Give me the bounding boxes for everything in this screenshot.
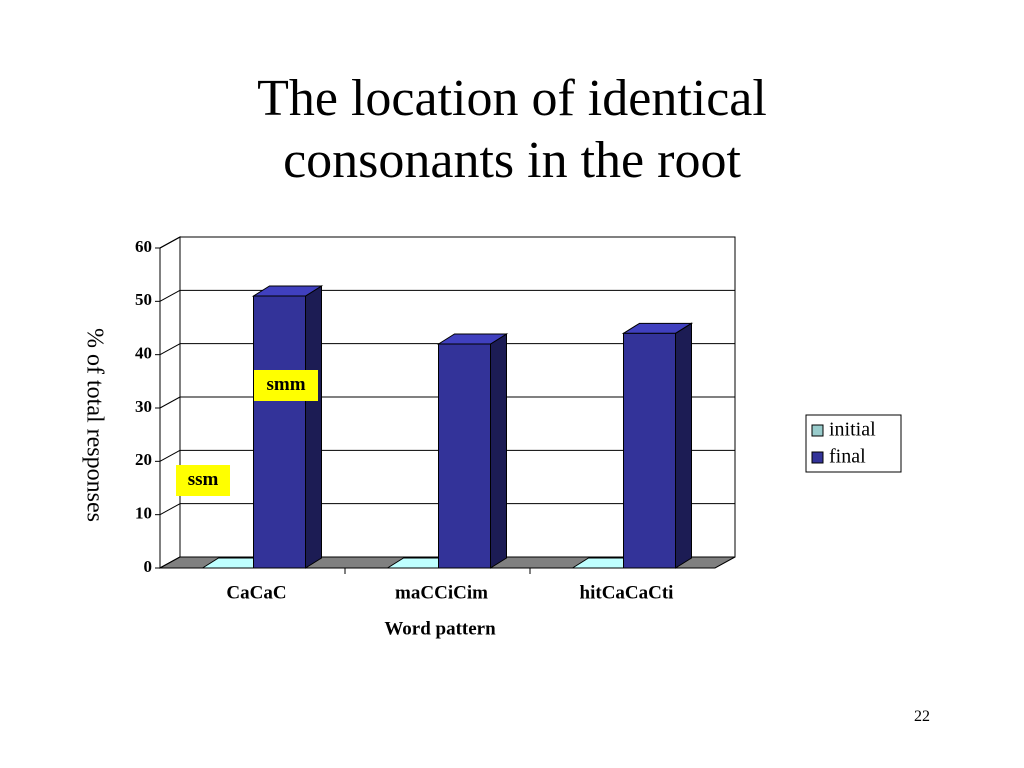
- legend-swatch: [811, 451, 824, 464]
- bar: [253, 295, 306, 569]
- x-axis-title: Word pattern: [384, 618, 496, 639]
- annotation: smm: [266, 374, 305, 395]
- x-tick-label: CaCaC: [226, 582, 286, 603]
- legend-swatch: [811, 424, 824, 437]
- page-number: 22: [914, 708, 930, 725]
- annotation: ssm: [188, 469, 219, 490]
- grid-line-side: [159, 503, 181, 516]
- bar-side: [490, 333, 507, 569]
- annotation-box: [254, 370, 318, 401]
- grid-line-side: [159, 343, 181, 356]
- legend-label: initial: [829, 419, 876, 441]
- y-axis-title: % of total responses: [81, 328, 107, 522]
- y-tick-label: 20: [135, 450, 152, 469]
- bar: [438, 343, 491, 569]
- grid-line-side: [159, 289, 181, 302]
- grid-line-side: [159, 236, 181, 249]
- bar-side: [305, 285, 322, 569]
- y-tick-label: 0: [144, 557, 153, 576]
- y-tick-label: 30: [135, 397, 152, 416]
- y-tick-label: 50: [135, 290, 152, 309]
- bar: [623, 332, 676, 569]
- y-tick-label: 60: [135, 237, 152, 256]
- legend-label: final: [829, 446, 866, 468]
- slide-title: The location of identical consonants in …: [257, 70, 767, 189]
- grid-line-side: [159, 396, 181, 409]
- y-tick-label: 10: [135, 504, 152, 523]
- y-tick-label: 40: [135, 344, 152, 363]
- x-tick-label: hitCaCaCti: [580, 582, 674, 603]
- annotation-box: [176, 465, 230, 496]
- x-tick-label: maCCiCim: [395, 582, 488, 603]
- bar-side: [675, 322, 692, 569]
- grid-line-side: [159, 449, 181, 462]
